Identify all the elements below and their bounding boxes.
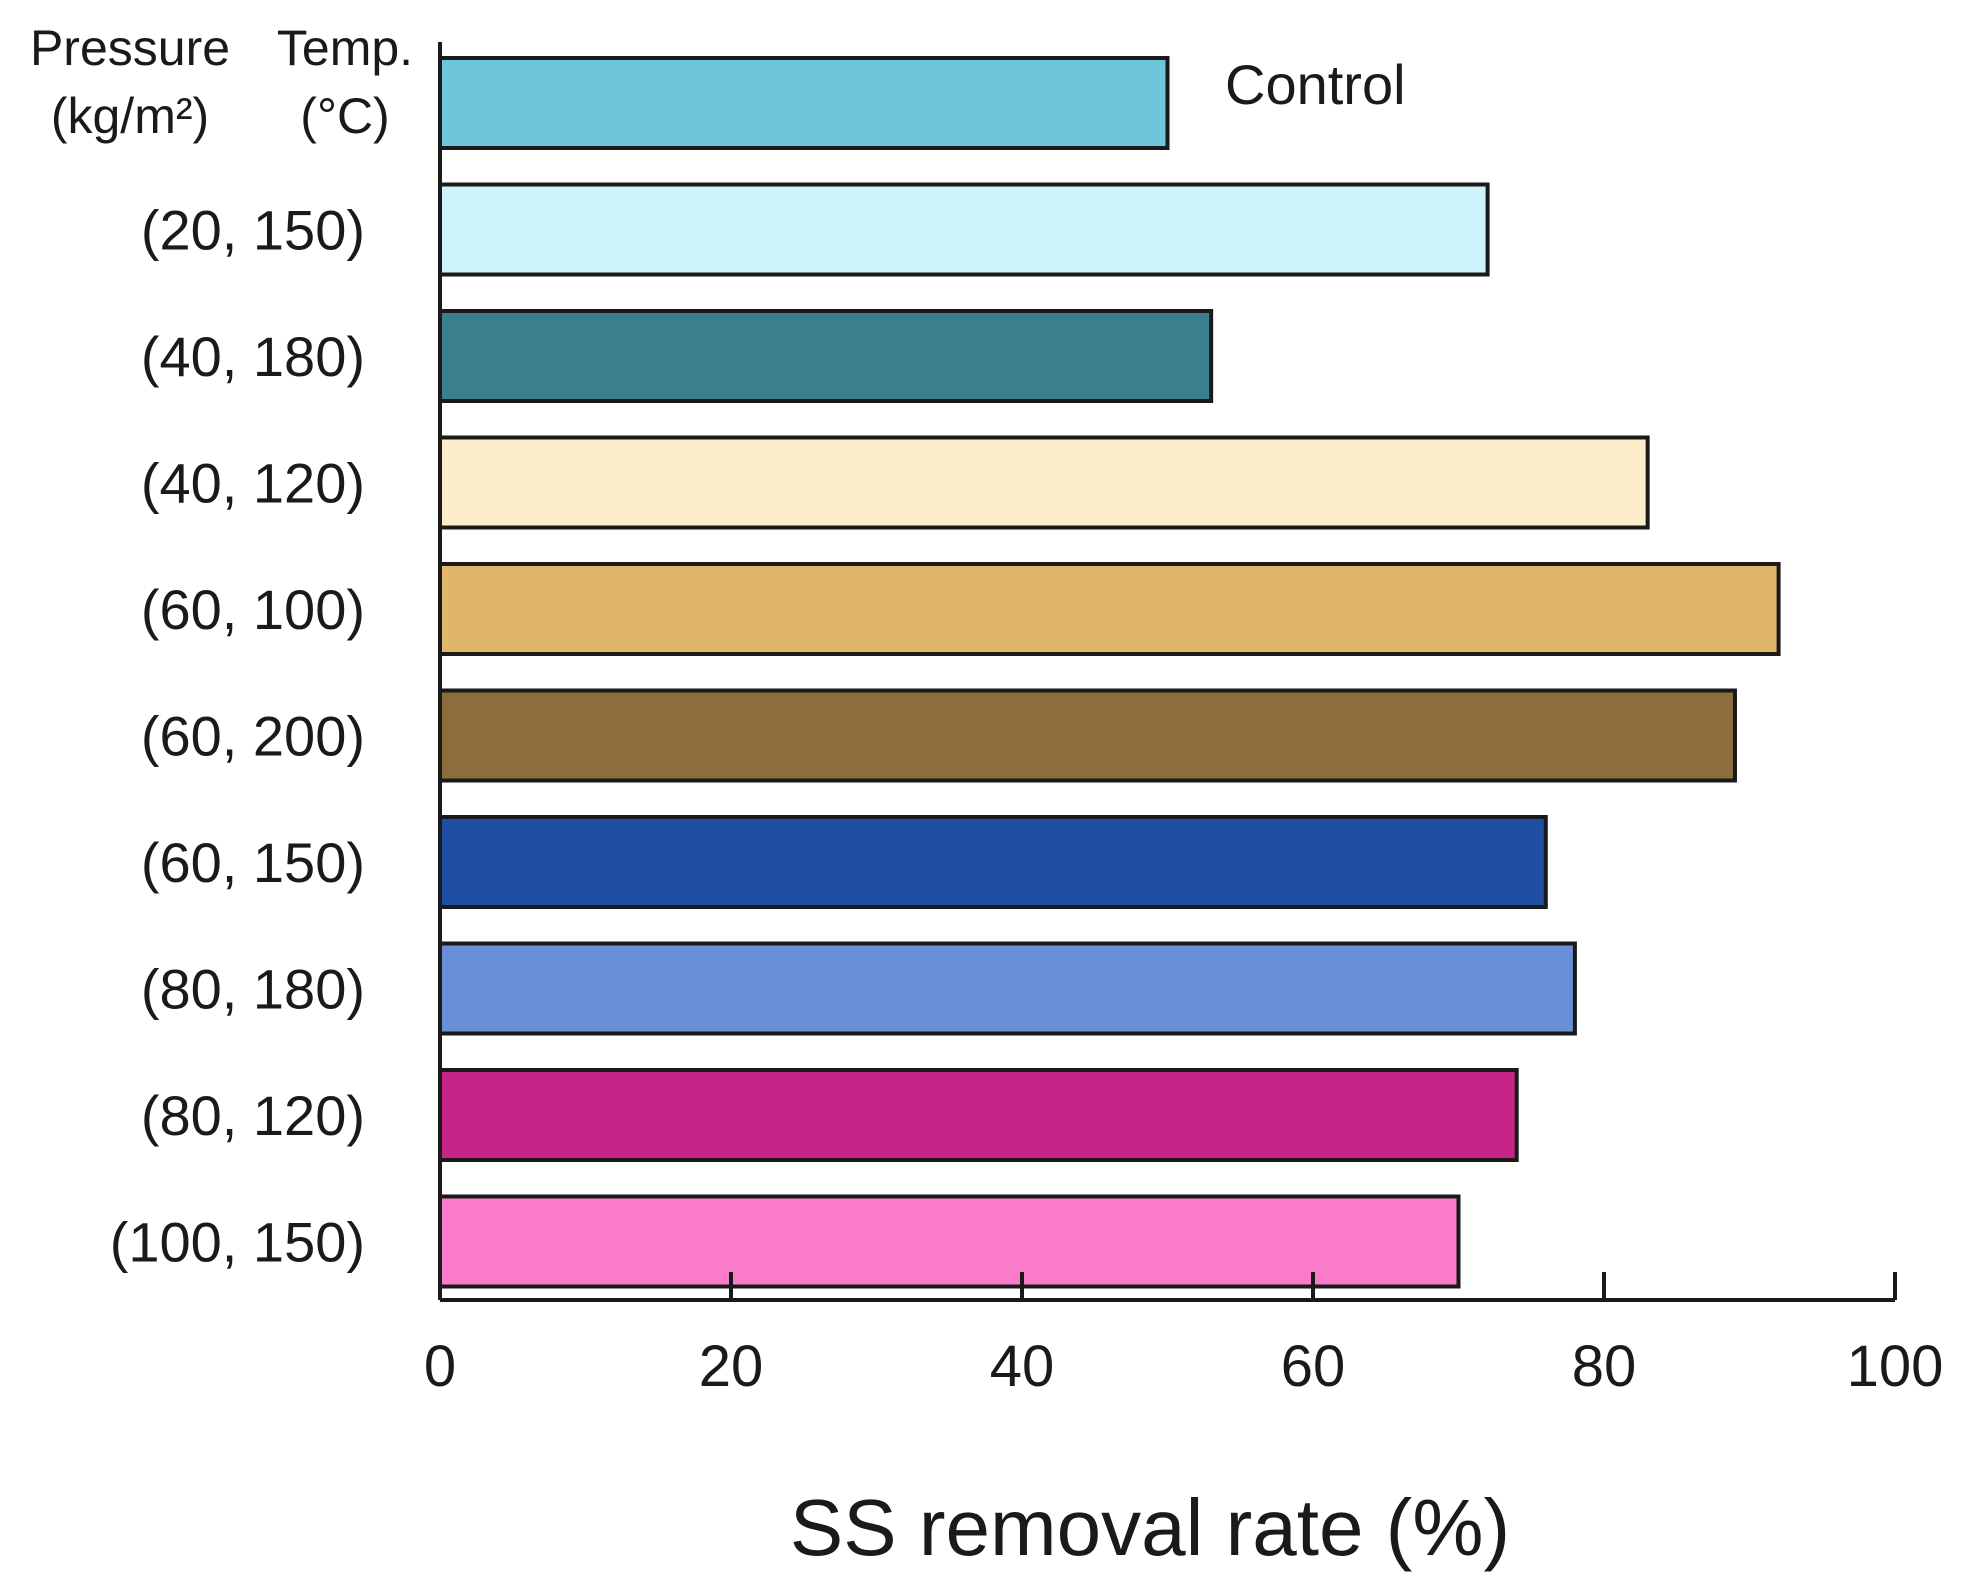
axes-group: 0 20 40 60 80 100	[424, 42, 1944, 1399]
category-label-2: (40, 180)	[141, 325, 365, 388]
category-label-9: (100, 150)	[110, 1211, 365, 1274]
bar-5	[438, 688, 1737, 783]
category-label-5: (60, 200)	[141, 705, 365, 768]
control-annotation: Control	[1225, 53, 1406, 116]
bar-1	[438, 182, 1490, 277]
category-label-8: (80, 120)	[141, 1084, 365, 1147]
bar-4	[438, 562, 1781, 656]
x-tick-label-20: 20	[699, 1334, 764, 1399]
x-tick-label-100: 100	[1847, 1334, 1944, 1399]
x-tick-label-40: 40	[990, 1334, 1055, 1399]
bar-8	[438, 1068, 1519, 1162]
bar-control	[438, 56, 1170, 150]
bar-9	[438, 1194, 1461, 1289]
x-tick-label-60: 60	[1281, 1334, 1346, 1399]
category-label-6: (60, 150)	[141, 831, 365, 894]
x-tick-label-0: 0	[424, 1334, 456, 1399]
category-label-3: (40, 120)	[141, 452, 365, 515]
header-pressure-label: Pressure	[30, 20, 230, 76]
bar-2	[438, 309, 1214, 403]
header-temp-unit: (°C)	[300, 88, 389, 144]
bar-6	[438, 815, 1548, 909]
header-pressure-unit: (kg/m²)	[51, 88, 209, 144]
bar-3	[438, 435, 1650, 530]
category-label-4: (60, 100)	[141, 578, 365, 641]
header-temp-label: Temp.	[277, 20, 413, 76]
x-axis-title: SS removal rate (%)	[790, 1483, 1510, 1572]
bar-7	[438, 941, 1577, 1036]
category-label-1: (20, 150)	[141, 199, 365, 262]
x-tick-label-80: 80	[1572, 1334, 1637, 1399]
category-label-7: (80, 180)	[141, 958, 365, 1021]
bars-group: (20, 150) (40, 180) (40, 120) (60, 100) (60,…	[110, 56, 1781, 1289]
